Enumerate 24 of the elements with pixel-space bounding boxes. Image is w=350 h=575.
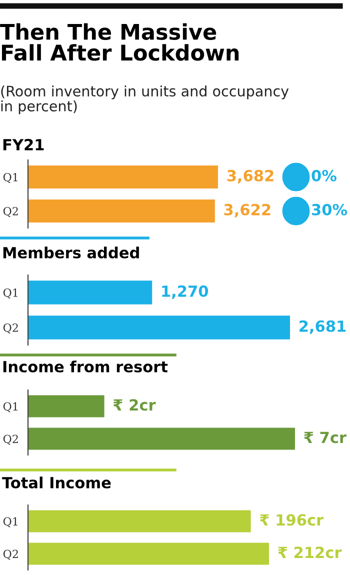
data-label: ₹ 196cr	[260, 514, 324, 526]
y-tick-label: Q2	[3, 323, 18, 334]
chart-title: Members added	[3, 246, 139, 258]
y-tick-label: Q1	[3, 517, 18, 528]
text: 0%	[312, 170, 336, 182]
data-label: 2,681	[300, 320, 346, 334]
y-tick-label: Q1	[3, 288, 18, 298]
data-label: 1,270	[162, 285, 208, 299]
text: (Room inventory in units and occupancy in percent)	[1, 85, 289, 114]
data-label: 3,682	[227, 170, 274, 184]
y-tick-label: Q2	[3, 550, 18, 560]
y-tick-label: Q1	[3, 172, 18, 183]
data-label: 3,622	[224, 204, 270, 218]
y-tick-label: Q1	[3, 402, 18, 412]
chart-title: Total Income	[2, 476, 111, 488]
text: 30%	[312, 204, 348, 216]
chart-title: Income from resort	[3, 360, 168, 372]
data-label: ₹ 7cr	[304, 432, 346, 444]
chart-title: FY21	[3, 138, 44, 150]
data-label: ₹ 2cr	[113, 399, 156, 411]
data-label: ₹ 212cr	[278, 546, 342, 558]
y-tick-label: Q2	[3, 434, 18, 445]
text: Then The Massive Fall After Lockdown	[0, 23, 239, 61]
y-tick-label: Q2	[3, 206, 18, 217]
